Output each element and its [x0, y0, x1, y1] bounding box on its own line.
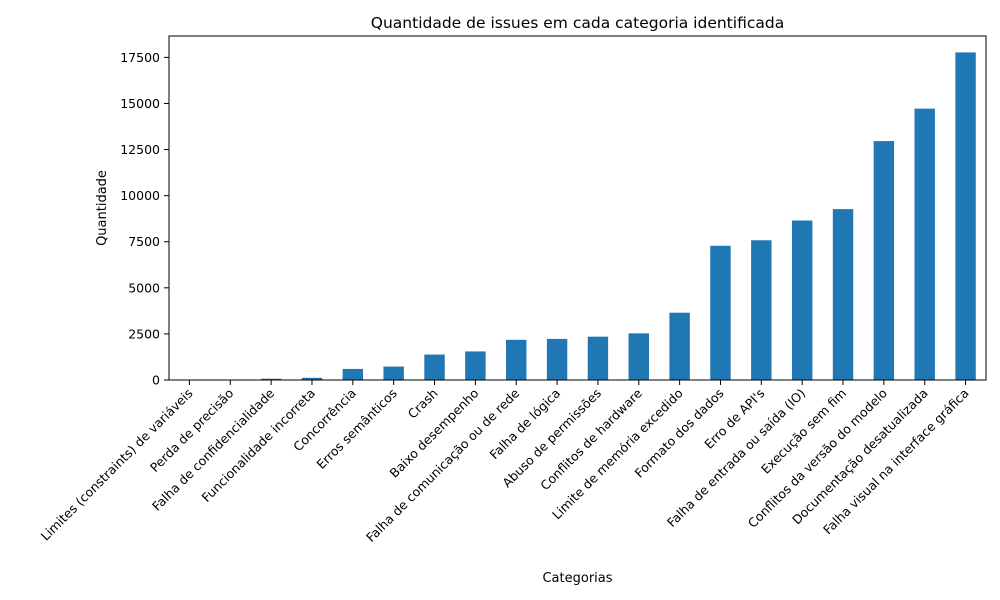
bar — [791, 220, 813, 380]
bar — [546, 338, 568, 380]
y-tick-label: 2500 — [128, 326, 160, 341]
bar — [506, 339, 527, 380]
y-axis-title: Quantidade — [95, 170, 110, 246]
bar — [955, 52, 976, 380]
x-axis: Limites (constraints) de variáveisPerda … — [38, 380, 972, 545]
y-axis: 0 2500 5000 7500 10000 12500 15000 17500 — [120, 50, 169, 388]
bar — [914, 108, 935, 380]
bar — [465, 351, 486, 380]
bar — [710, 245, 731, 380]
x-tick-label: Erros semânticos — [313, 386, 399, 472]
bar — [587, 336, 609, 380]
bar — [342, 368, 364, 380]
y-tick-label: 10000 — [120, 188, 160, 203]
y-tick-label: 0 — [152, 373, 160, 388]
x-tick-label: Falha de comunicação ou de rede — [363, 385, 523, 545]
y-tick-label: 15000 — [120, 96, 160, 111]
x-tick-label: Falha visual na interface gráfica — [820, 386, 972, 538]
x-tick-label: Limites (constraints) de variáveis — [38, 386, 196, 544]
y-tick-label: 12500 — [120, 142, 160, 157]
y-tick-label: 7500 — [128, 234, 160, 249]
bar — [383, 366, 404, 380]
plot-frame — [168, 35, 987, 381]
bar — [260, 378, 282, 380]
bar — [832, 209, 854, 380]
bar — [424, 354, 445, 380]
bar — [301, 377, 323, 380]
bar — [628, 333, 649, 380]
bar — [751, 240, 772, 380]
bars-group — [179, 52, 976, 380]
x-tick-label: Falha de lógica — [487, 386, 564, 463]
chart-title: Quantidade de issues em cada categoria i… — [371, 14, 784, 32]
y-tick-label: 5000 — [128, 280, 160, 295]
bar — [669, 312, 690, 380]
x-tick-label: Crash — [405, 386, 441, 422]
bar — [873, 141, 895, 380]
y-tick-label: 17500 — [120, 50, 160, 65]
x-axis-title: Categorias — [542, 571, 612, 586]
